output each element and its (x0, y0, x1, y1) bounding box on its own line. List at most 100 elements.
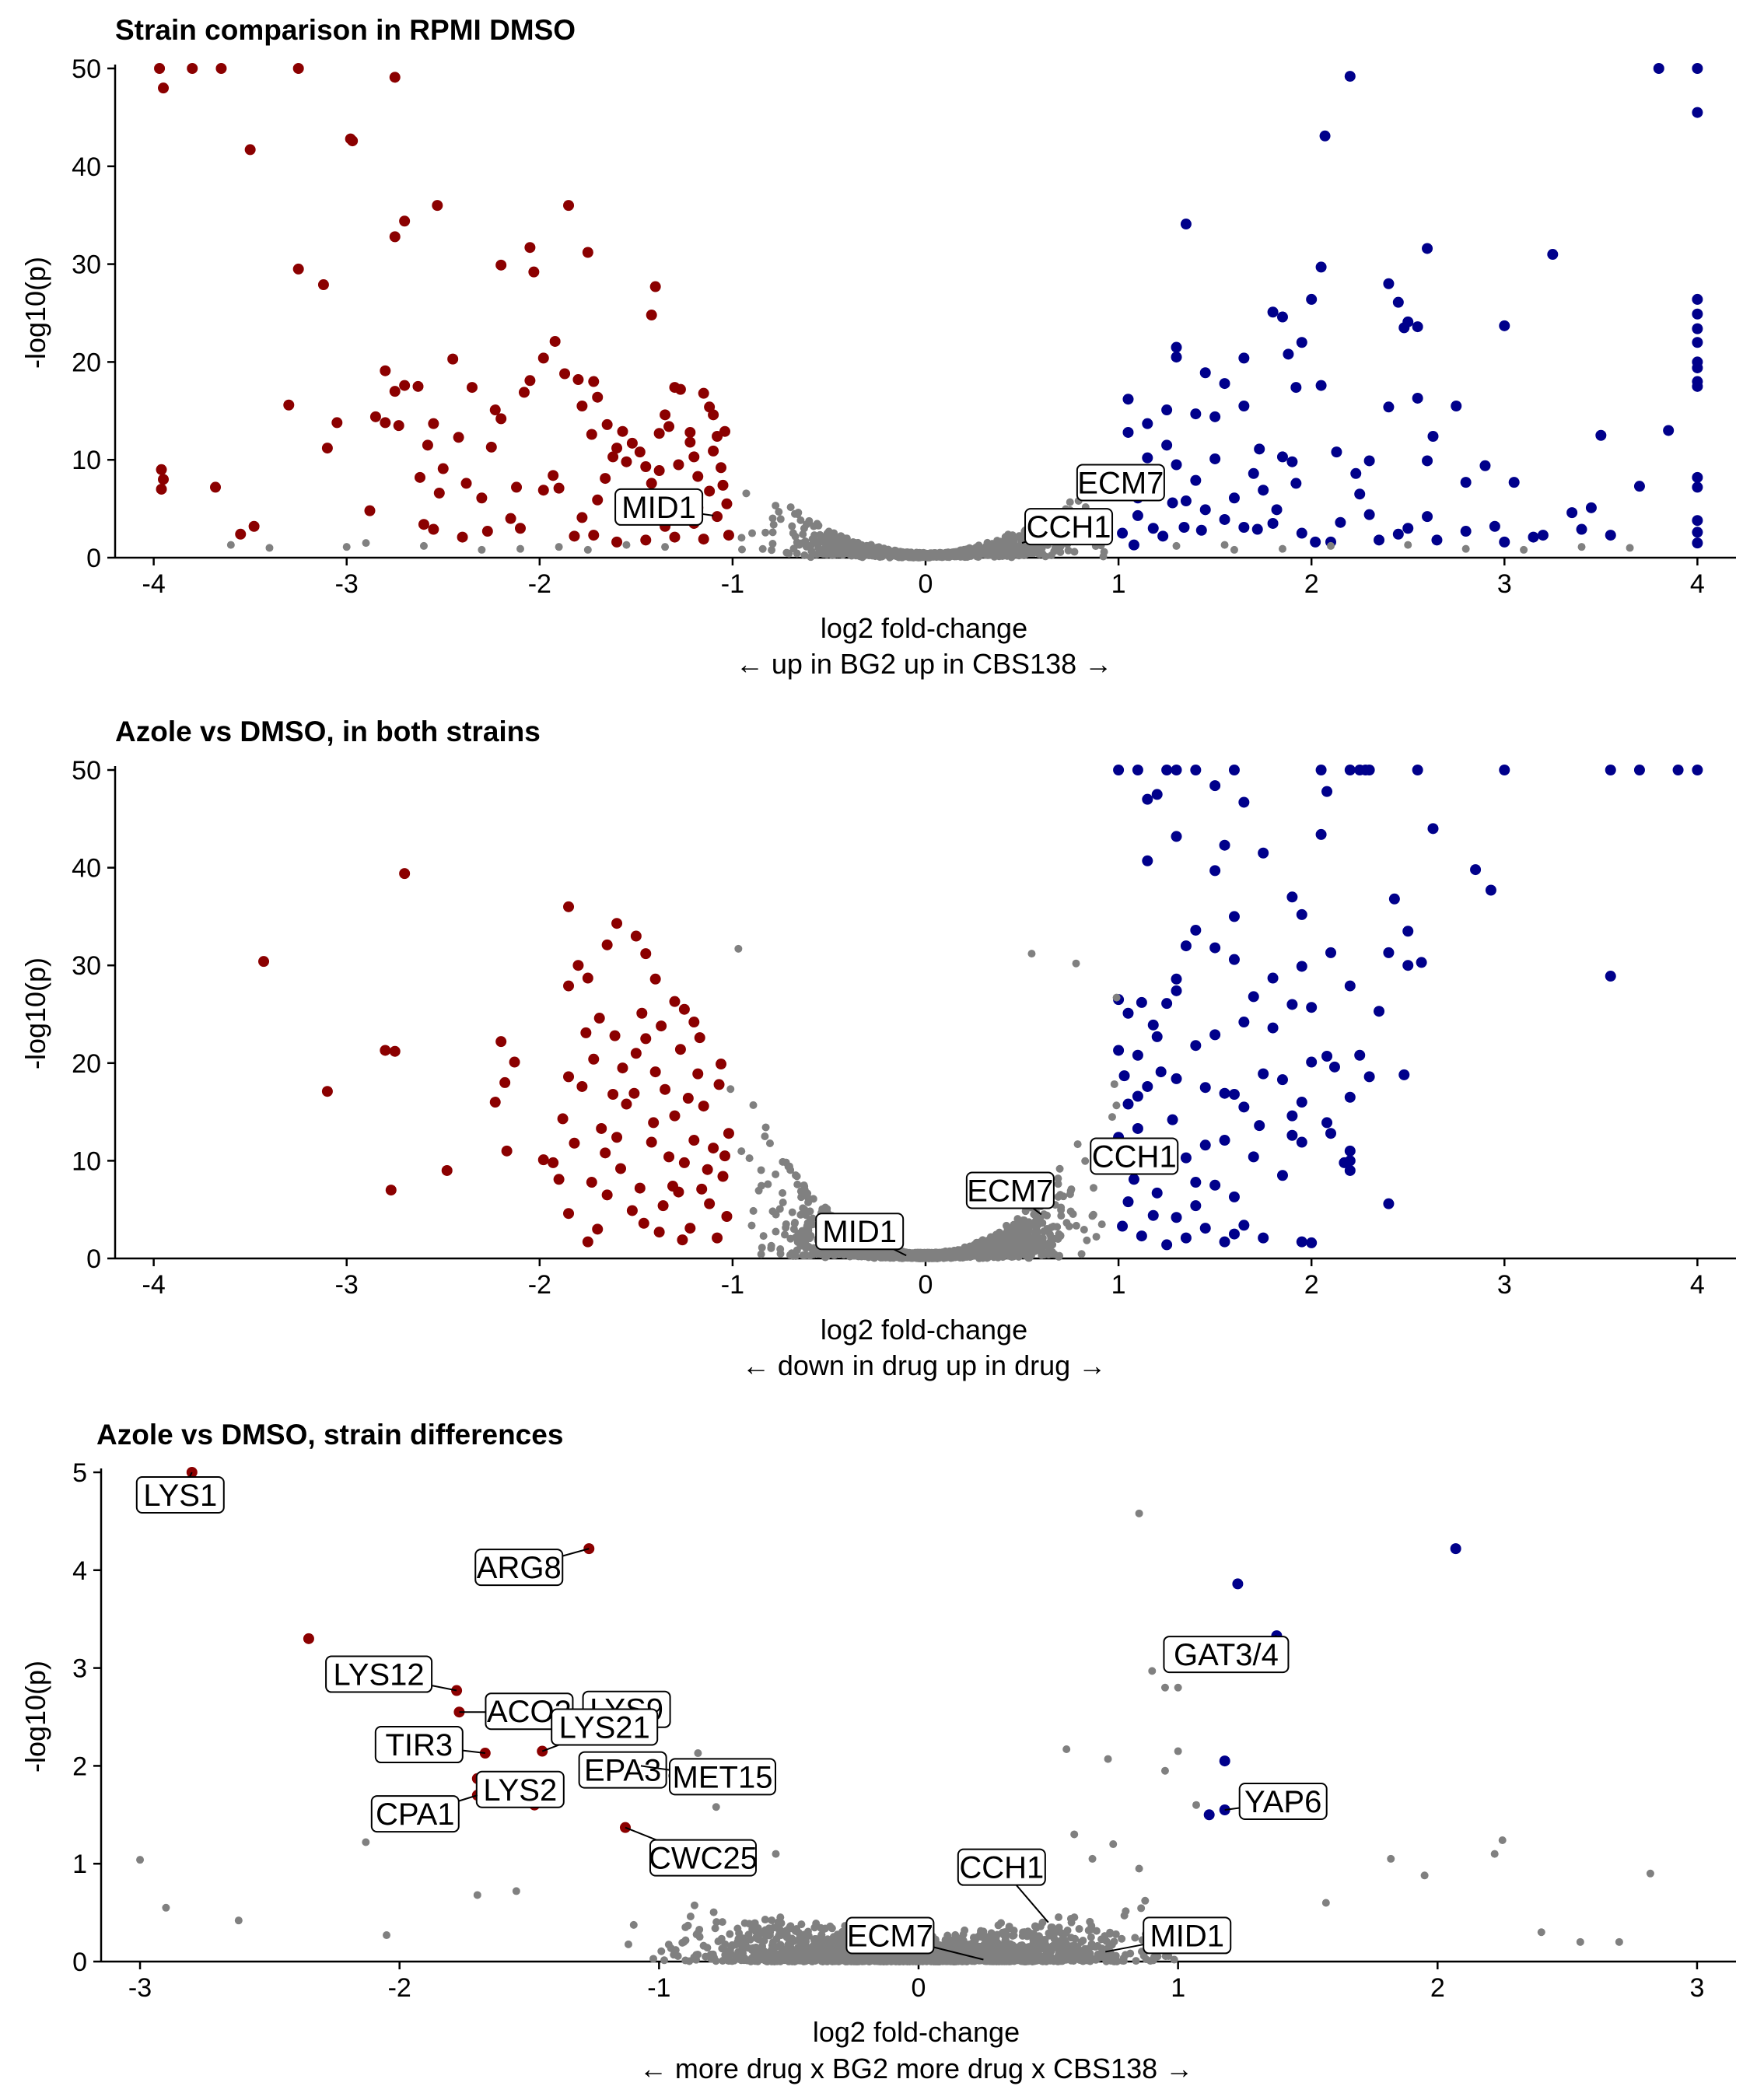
data-point-down (364, 505, 376, 516)
ns-point (739, 1934, 747, 1943)
ns-point (810, 531, 819, 540)
data-point-down (626, 1205, 638, 1216)
data-point-ns (1626, 544, 1634, 552)
data-point-up (1402, 523, 1414, 534)
ns-point (1099, 552, 1108, 561)
ns-point (974, 551, 982, 560)
data-point-up (1354, 488, 1366, 500)
data-point-up (1171, 985, 1182, 996)
data-point-down (399, 215, 411, 227)
data-point-ns (265, 544, 274, 552)
ns-point (949, 1251, 957, 1259)
ns-point (765, 1139, 774, 1148)
ns-point (730, 1956, 738, 1965)
ns-point (796, 516, 805, 524)
data-point-up (1157, 530, 1169, 542)
data-point-up (1147, 523, 1159, 534)
data-point-down (696, 1183, 708, 1195)
gene-label-box (614, 488, 704, 526)
data-point-ns (1387, 1854, 1395, 1863)
ns-point (821, 1955, 830, 1964)
data-point-down (646, 310, 657, 321)
ns-point (1024, 1239, 1033, 1248)
data-point-down (601, 1189, 613, 1201)
data-point-down (428, 418, 439, 429)
ns-point (970, 1248, 978, 1257)
data-point-down (437, 463, 449, 474)
y-tick-label: 40 (72, 152, 101, 182)
data-point-up (1286, 1110, 1298, 1122)
ns-point (1064, 546, 1073, 555)
data-point-down (412, 380, 424, 392)
data-point-up (1195, 524, 1207, 536)
data-point-ns (1070, 1830, 1079, 1839)
data-point-down (698, 1101, 709, 1112)
data-point-ns (1174, 1747, 1182, 1755)
data-point-down (646, 478, 657, 489)
data-point-down (653, 428, 665, 439)
data-point-up (1460, 526, 1472, 537)
data-point-up (1142, 418, 1153, 429)
data-point-up (1190, 765, 1202, 775)
ns-point (1041, 1935, 1049, 1944)
data-point-down (385, 1185, 397, 1196)
ns-point (803, 1949, 812, 1958)
ns-point (1048, 1241, 1057, 1249)
data-point-down (617, 425, 628, 437)
data-point-down (688, 451, 700, 463)
data-point-up (1451, 401, 1462, 412)
ns-point (1054, 1180, 1062, 1188)
ns-point (1057, 1203, 1066, 1212)
data-point-down (553, 482, 565, 494)
data-point-up (1151, 1187, 1163, 1199)
data-point-up (1290, 382, 1302, 394)
data-point-down (576, 1080, 588, 1092)
x-tick-label: 0 (919, 569, 933, 599)
data-point-down (399, 380, 411, 391)
data-point-up (1427, 823, 1439, 835)
ns-point (758, 544, 767, 553)
ns-point (782, 1220, 790, 1228)
data-point-ns (342, 543, 351, 551)
ns-point (769, 520, 778, 529)
data-point-up (1306, 1237, 1318, 1248)
y-tick-label: 0 (86, 544, 101, 573)
x-tick-label: -3 (335, 1270, 359, 1300)
ns-point (776, 515, 785, 523)
ns-point (995, 1228, 1003, 1237)
data-point-up (1321, 1051, 1333, 1062)
ns-point (792, 1951, 800, 1960)
data-point-down (215, 63, 227, 74)
data-point-down (485, 441, 497, 453)
data-point-down (656, 1020, 667, 1032)
data-point-down (646, 1136, 657, 1148)
gene-annotation: MID1 (815, 1213, 907, 1257)
data-point-down (684, 436, 696, 448)
data-point-up (1128, 1174, 1139, 1185)
data-point-down (688, 1017, 700, 1028)
data-point-down (563, 1208, 575, 1220)
data-point-up (1296, 1236, 1307, 1248)
data-point-down (559, 368, 571, 380)
data-point-up (1354, 1049, 1366, 1061)
ns-point (971, 1945, 979, 1954)
data-point-up (1398, 1069, 1410, 1080)
data-point-down (399, 868, 411, 880)
ns-point (952, 1957, 961, 1965)
data-point-down (634, 1182, 646, 1194)
data-point-down (393, 420, 404, 432)
data-point-up (1296, 1136, 1307, 1148)
ns-point (660, 1956, 669, 1965)
ns-point (1059, 1192, 1068, 1201)
ns-point (1066, 1207, 1075, 1216)
data-point-up (1199, 504, 1211, 516)
ns-point (792, 1251, 800, 1260)
data-point-up (1392, 296, 1404, 308)
data-point-up (1508, 477, 1520, 488)
data-point-down (235, 528, 247, 540)
data-point-ns (362, 539, 370, 548)
ns-point (952, 1933, 961, 1941)
ns-point (1077, 1250, 1086, 1258)
data-point-up (1122, 1196, 1134, 1208)
ns-point (793, 1180, 802, 1188)
